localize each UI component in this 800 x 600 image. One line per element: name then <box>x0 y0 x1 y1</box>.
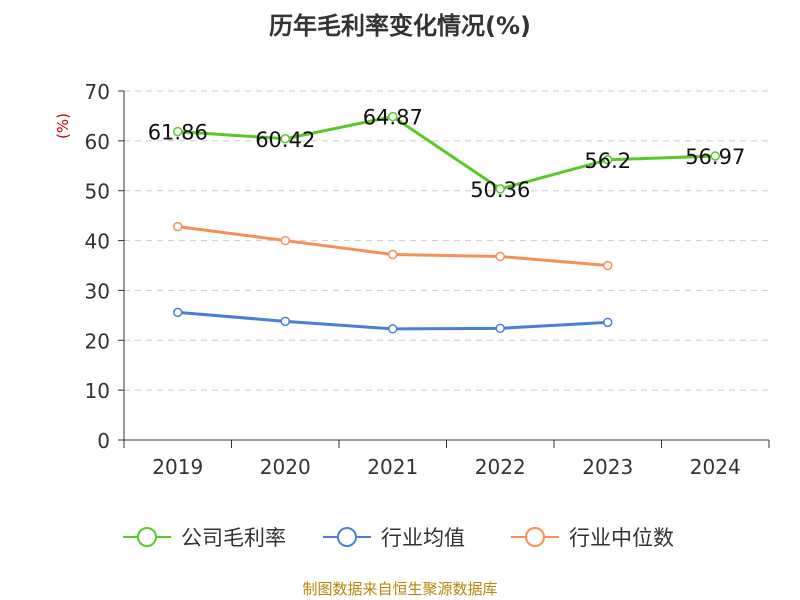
x-tick-label-2020: 2020 <box>260 455 311 479</box>
data-label-2023: 56.2 <box>584 149 631 173</box>
series-line-0 <box>177 115 716 191</box>
y-tick-label-20: 20 <box>85 329 110 353</box>
data-point-s1-2022 <box>495 323 505 334</box>
data-point-s2-2019 <box>173 221 183 232</box>
x-tick-label-2022: 2022 <box>475 455 526 479</box>
x-tick-label-2019: 2019 <box>152 455 203 479</box>
data-point-s2-2020 <box>280 235 290 246</box>
y-tick-label-60: 60 <box>85 130 110 154</box>
y-tick-label-70: 70 <box>85 80 110 104</box>
y-axis-label: (%) <box>54 113 72 139</box>
data-point-s0-2022 <box>495 184 505 194</box>
chart-title: 历年毛利率变化情况(%) <box>269 12 531 40</box>
y-tick-label-10: 10 <box>85 379 110 403</box>
data-point-s2-2023 <box>603 260 613 271</box>
data-point-s1-2021 <box>388 324 398 334</box>
data-point-s1-2019 <box>173 307 183 318</box>
data-point-s2-2021 <box>388 249 398 260</box>
data-point-s0-2023 <box>603 155 613 165</box>
data-label-2020: 60.42 <box>255 128 315 152</box>
data-point-s0-2020 <box>280 134 290 144</box>
y-tick-label-50: 50 <box>85 180 110 204</box>
data-point-s1-2020 <box>280 316 290 327</box>
legend-label-1: 行业均值 <box>381 526 465 550</box>
data-label-2019: 61.86 <box>148 121 208 145</box>
legend-label-0: 公司毛利率 <box>181 526 286 550</box>
legend-marker-0 <box>137 527 157 547</box>
y-tick-label-40: 40 <box>85 230 110 254</box>
y-tick-label-0: 0 <box>97 429 110 453</box>
series-line-2 <box>177 225 608 267</box>
legend-marker-1 <box>337 527 357 547</box>
x-tick-label-2021: 2021 <box>367 455 418 479</box>
legend-label-2: 行业中位数 <box>569 526 674 550</box>
data-label-2024: 56.97 <box>685 145 745 169</box>
legend-marker-2 <box>525 527 545 547</box>
data-label-2021: 64.87 <box>363 106 423 130</box>
data-label-2022: 50.36 <box>470 178 530 202</box>
y-tick-label-30: 30 <box>85 279 110 303</box>
data-point-s0-2021 <box>388 111 398 122</box>
data-point-s1-2023 <box>603 317 613 328</box>
x-tick-label-2023: 2023 <box>582 455 633 479</box>
data-point-s0-2024 <box>710 151 720 161</box>
x-tick-label-2024: 2024 <box>690 455 741 479</box>
data-point-s0-2019 <box>173 126 183 137</box>
source-note: 制图数据来自恒生聚源数据库 <box>302 580 498 598</box>
data-point-s2-2022 <box>495 251 505 262</box>
